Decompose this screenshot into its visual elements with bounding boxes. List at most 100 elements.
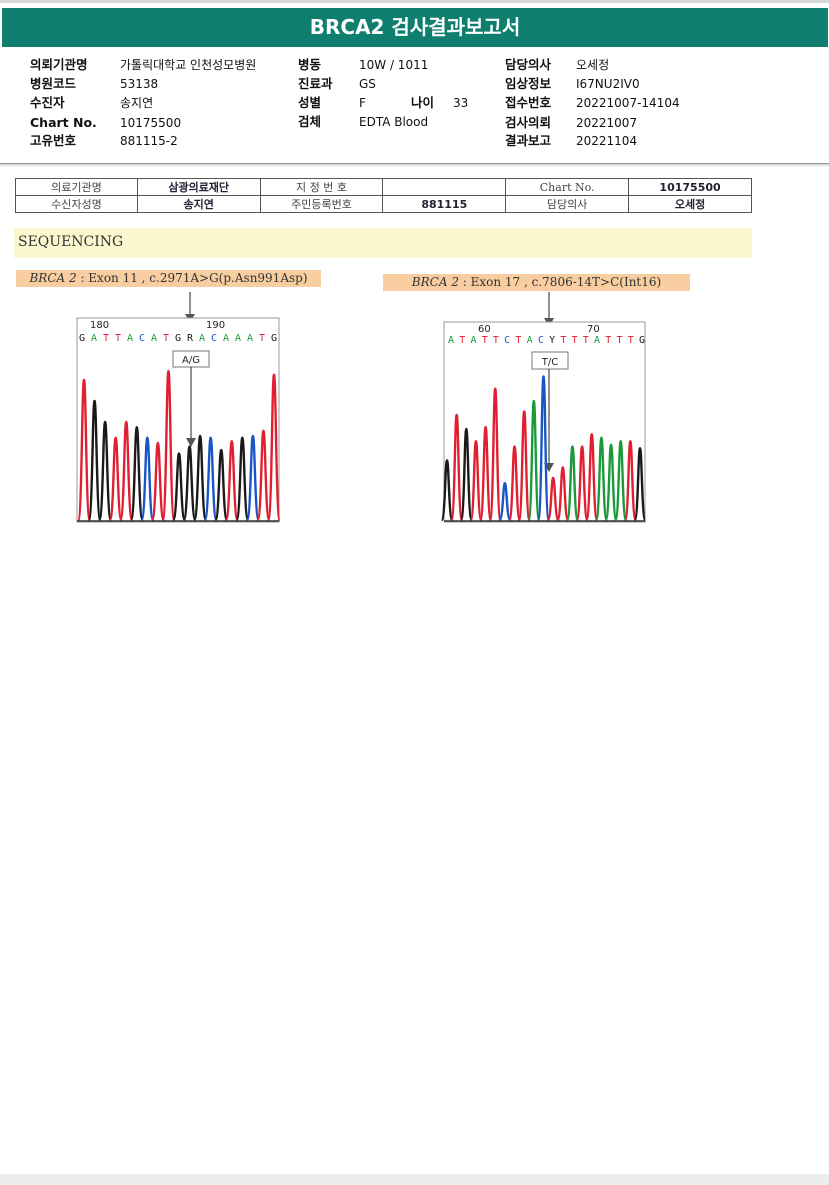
- trace-peak: [440, 459, 454, 522]
- trace-peak: [623, 440, 637, 522]
- base-call: T: [459, 335, 465, 346]
- base-call: A: [199, 333, 205, 344]
- specimen-label: 검체: [298, 114, 322, 129]
- section-banner: SEQUENCING: [14, 228, 752, 258]
- trace-peak: [182, 445, 197, 522]
- report-title: BRCA2 검사결과보고서: [2, 8, 828, 47]
- designation-no-label: 지 정 번 호: [259, 178, 384, 196]
- base-call: T: [572, 335, 578, 346]
- base-call: A: [448, 335, 454, 346]
- base-call: A: [527, 335, 533, 346]
- base-call: R: [187, 333, 194, 344]
- trace-peak: [594, 436, 608, 522]
- recipient-label: 수신자성명: [15, 195, 138, 213]
- lab-info-table: 의료기관명 삼광의료재단 지 정 번 호 Chart No. 10175500 …: [15, 178, 752, 213]
- base-call: A: [235, 333, 241, 344]
- base-call: A: [470, 335, 476, 346]
- base-call: T: [163, 333, 169, 344]
- recipient-value: 송지연: [136, 195, 261, 213]
- base-call: T: [493, 335, 499, 346]
- base-call: T: [103, 333, 109, 344]
- trace-peak: [537, 375, 550, 522]
- base-call: T: [115, 333, 121, 344]
- gene-name: BRCA 2: [29, 271, 77, 285]
- trace-peak: [235, 436, 250, 522]
- base-call: T: [482, 335, 488, 346]
- trace-peak: [585, 433, 599, 522]
- trace-peak: [459, 427, 473, 522]
- trace-peak: [565, 445, 579, 522]
- trace-peak: [614, 440, 628, 522]
- genotype-call: T/C: [541, 357, 558, 368]
- base-call: T: [515, 335, 521, 346]
- table-physician-label: 담당의사: [505, 195, 630, 213]
- sex-value: F: [359, 96, 366, 110]
- base-call: T: [628, 335, 634, 346]
- specimen-value: EDTA Blood: [359, 115, 429, 129]
- base-call: C: [139, 333, 145, 344]
- trace-peak: [214, 448, 229, 522]
- report-date-label: 결과보고: [505, 133, 552, 148]
- hospital-code-label: 병원코드: [30, 76, 77, 91]
- department-value: GS: [359, 77, 376, 91]
- table-chart-no-value: 10175500: [628, 178, 752, 196]
- position-mid: 190: [206, 320, 225, 331]
- trace-peak: [87, 399, 102, 522]
- trace-peak: [224, 440, 239, 522]
- trace-peak: [129, 426, 144, 522]
- trace-peak: [150, 441, 165, 522]
- request-date-value: 20221007: [576, 116, 638, 130]
- age-label: 나이: [411, 95, 435, 110]
- trace-peak: [527, 399, 541, 522]
- department-label: 진료과: [298, 76, 333, 91]
- base-call: T: [259, 333, 265, 344]
- base-call: G: [175, 333, 181, 344]
- base-call: A: [247, 333, 253, 344]
- institution-label: 의뢰기관명: [30, 57, 88, 72]
- receipt-no-label: 접수번호: [505, 95, 552, 110]
- header-divider: [0, 163, 829, 164]
- trace-peak: [172, 452, 186, 522]
- hospital-code-value: 53138: [120, 77, 159, 91]
- age-value: 33: [453, 96, 469, 110]
- trace-peak: [108, 436, 123, 522]
- institution-value: 가톨릭대학교 인천성모병원: [120, 58, 257, 72]
- report-date-value: 20221104: [576, 134, 638, 148]
- trace-peak: [161, 370, 176, 522]
- unique-id-label: 고유번호: [30, 133, 77, 148]
- lab-name-label: 의료기관명: [15, 178, 138, 196]
- trace-peak: [508, 445, 522, 522]
- page-footer-bar: [0, 1174, 829, 1185]
- trace-peak: [245, 434, 260, 522]
- table-row: 의료기관명 삼광의료재단 지 정 번 호 Chart No. 10175500: [15, 178, 752, 196]
- base-call: T: [583, 335, 589, 346]
- base-call: A: [223, 333, 229, 344]
- trace-peak: [633, 447, 647, 522]
- mutation-desc: : Exon 11 , c.2971A>G(p.Asn991Asp): [76, 271, 308, 285]
- trace-peak: [479, 426, 493, 522]
- trace-peak: [546, 476, 560, 522]
- trace-peak: [604, 443, 618, 522]
- trace-peak: [517, 410, 531, 522]
- position-mid: 70: [587, 324, 600, 335]
- position-start: 60: [478, 324, 491, 335]
- sex-label: 성별: [298, 95, 322, 110]
- chart-no-value: 10175500: [120, 116, 182, 130]
- unique-id-value: 881115-2: [120, 134, 178, 148]
- patient-label: 수진자: [30, 95, 65, 110]
- base-call: G: [79, 333, 85, 344]
- base-call: T: [605, 335, 611, 346]
- base-call: A: [151, 333, 157, 344]
- base-call: T: [617, 335, 623, 346]
- clinical-info-value: I67NU2IV0: [576, 77, 640, 91]
- base-call: G: [271, 333, 277, 344]
- chart-no-label: Chart No.: [30, 115, 97, 130]
- trace-peak: [98, 420, 113, 522]
- base-call: A: [127, 333, 133, 344]
- trace-peak: [556, 466, 570, 522]
- base-call: A: [594, 335, 600, 346]
- trace-peak: [119, 420, 134, 522]
- header-shadow: [0, 164, 829, 167]
- ward-label: 병동: [298, 57, 322, 72]
